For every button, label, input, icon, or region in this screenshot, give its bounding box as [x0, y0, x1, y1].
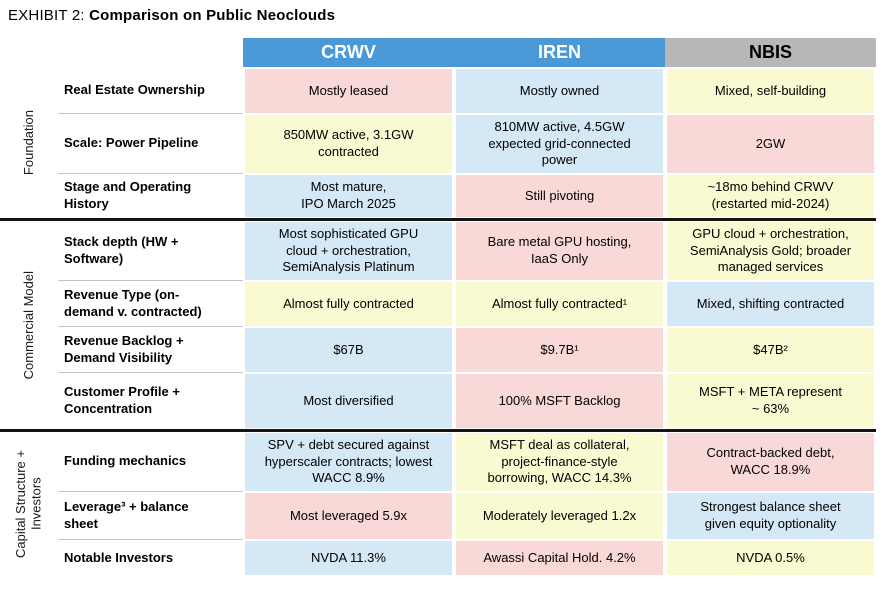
row-label: Notable Investors	[64, 549, 174, 565]
value-cell-text: Bare metal GPU hosting, IaaS Only	[487, 234, 632, 266]
value-cell-iren: Mostly owned	[456, 69, 663, 113]
value-cell-text: Mostly leased	[308, 82, 389, 98]
value-cell-text: Moderately leveraged 1.2x	[482, 507, 637, 523]
value-cell-text: Still pivoting	[524, 187, 595, 203]
value-cell-crwv: Most diversified	[245, 374, 452, 428]
row-label: Real Estate Ownership	[58, 68, 243, 114]
value-cell-text: 850MW active, 3.1GW contracted	[283, 127, 414, 159]
value-cell-text: 810MW active, 4.5GW expected grid-connec…	[488, 118, 631, 168]
value-cell-iren: MSFT deal as collateral, project-finance…	[456, 433, 663, 491]
value-cell-text: Almost fully contracted	[283, 295, 414, 311]
column-header-nbis: NBIS	[665, 38, 876, 67]
value-cell-text: Mostly owned	[519, 82, 600, 98]
group-label-text: Capital Structure + Investors	[13, 449, 44, 559]
group-label-capital: Capital Structure + Investors	[0, 432, 58, 576]
value-cell-crwv: SPV + debt secured against hyperscaler c…	[245, 433, 452, 491]
value-cell-iren: Awassi Capital Hold. 4.2%	[456, 541, 663, 575]
group-label-text: Foundation	[21, 110, 37, 176]
value-cell-nbis: Contract-backed debt, WACC 18.9%	[667, 433, 874, 491]
exhibit-title-main: Comparison on Public Neoclouds	[89, 7, 336, 24]
value-cell-text: 2GW	[755, 135, 786, 151]
value-cell-text: Most leveraged 5.9x	[289, 507, 408, 523]
value-cell-iren: 100% MSFT Backlog	[456, 374, 663, 428]
value-cell-nbis: MSFT + META represent ~ 63%	[667, 374, 874, 428]
value-cell-text: Most sophisticated GPU cloud + orchestra…	[278, 225, 419, 275]
group-divider	[0, 218, 876, 221]
value-cell-text: Strongest balance sheet given equity opt…	[700, 499, 841, 531]
value-cell-text: MSFT deal as collateral, project-finance…	[487, 436, 632, 486]
row-label: Scale: Power Pipeline	[58, 114, 243, 174]
value-cell-text: MSFT + META represent ~ 63%	[699, 384, 842, 416]
group-label-text: Commercial Model	[21, 270, 37, 380]
value-cell-text: 100% MSFT Backlog	[498, 392, 621, 408]
row-label: Stack depth (HW + Software)	[58, 221, 243, 281]
value-cell-text: NVDA 0.5%	[736, 549, 805, 565]
value-cell-crwv: Almost fully contracted	[245, 282, 452, 326]
value-cell-text: Almost fully contracted¹	[491, 295, 628, 311]
row-label: Revenue Type (on- demand v. contracted)	[58, 281, 243, 327]
value-cell-nbis: Mixed, shifting contracted	[667, 282, 874, 326]
value-cell-nbis: GPU cloud + orchestration, SemiAnalysis …	[667, 222, 874, 280]
column-header-iren: IREN	[454, 38, 665, 67]
value-cell-crwv: Most sophisticated GPU cloud + orchestra…	[245, 222, 452, 280]
value-cell-text: $9.7B¹	[540, 341, 579, 357]
value-cell-text: Contract-backed debt, WACC 18.9%	[706, 445, 835, 477]
value-cell-crwv: Most leveraged 5.9x	[245, 493, 452, 539]
value-cell-crwv: $67B	[245, 328, 452, 372]
row-label: Funding mechanics	[58, 432, 243, 492]
group-divider	[0, 429, 876, 432]
value-cell-iren: 810MW active, 4.5GW expected grid-connec…	[456, 115, 663, 173]
value-cell-crwv: Mostly leased	[245, 69, 452, 113]
value-cell-iren: Bare metal GPU hosting, IaaS Only	[456, 222, 663, 280]
value-cell-text: Most mature, IPO March 2025	[301, 179, 396, 211]
value-cell-crwv: 850MW active, 3.1GW contracted	[245, 115, 452, 173]
value-cell-text: Awassi Capital Hold. 4.2%	[483, 549, 636, 565]
value-cell-text: NVDA 11.3%	[311, 549, 386, 565]
value-cell-text: SPV + debt secured against hyperscaler c…	[264, 436, 433, 486]
value-cell-nbis: NVDA 0.5%	[667, 541, 874, 575]
value-cell-nbis: 2GW	[667, 115, 874, 173]
value-cell-iren: $9.7B¹	[456, 328, 663, 372]
value-cell-nbis: ~18mo behind CRWV (restarted mid-2024)	[667, 175, 874, 217]
value-cell-text: Most diversified	[303, 392, 394, 408]
value-cell-text: Mixed, shifting contracted	[696, 295, 845, 311]
value-cell-nbis: Mixed, self-building	[667, 69, 874, 113]
row-label: Leverage³ + balance sheet	[58, 492, 243, 540]
value-cell-text: $47B²	[753, 341, 788, 357]
exhibit-title: EXHIBIT 2: Comparison on Public Neocloud…	[0, 0, 891, 24]
group-label-commercial: Commercial Model	[0, 221, 58, 429]
row-label: Revenue Backlog + Demand Visibility	[58, 327, 243, 373]
value-cell-text: $67B	[333, 341, 364, 357]
value-cell-nbis: $47B²	[667, 328, 874, 372]
value-cell-nbis: Strongest balance sheet given equity opt…	[667, 493, 874, 539]
value-cell-text: ~18mo behind CRWV (restarted mid-2024)	[707, 179, 834, 211]
comparison-table: CRWV IREN NBIS Foundation Real Estate Owners…	[0, 38, 876, 576]
value-cell-iren: Moderately leveraged 1.2x	[456, 493, 663, 539]
row-label: Customer Profile + Concentration	[64, 384, 180, 416]
group-label-foundation: Foundation	[0, 68, 58, 218]
value-cell-text: GPU cloud + orchestration, SemiAnalysis …	[689, 225, 852, 275]
value-cell-iren: Almost fully contracted¹	[456, 282, 663, 326]
exhibit-title-prefix: EXHIBIT 2:	[8, 7, 90, 24]
value-cell-iren: Still pivoting	[456, 175, 663, 217]
row-label: Stage and Operating History	[64, 179, 192, 211]
value-cell-crwv: Most mature, IPO March 2025	[245, 175, 452, 217]
value-cell-crwv: NVDA 11.3%	[245, 541, 452, 575]
value-cell-text: Mixed, self-building	[714, 82, 827, 98]
column-header-crwv: CRWV	[243, 38, 454, 67]
